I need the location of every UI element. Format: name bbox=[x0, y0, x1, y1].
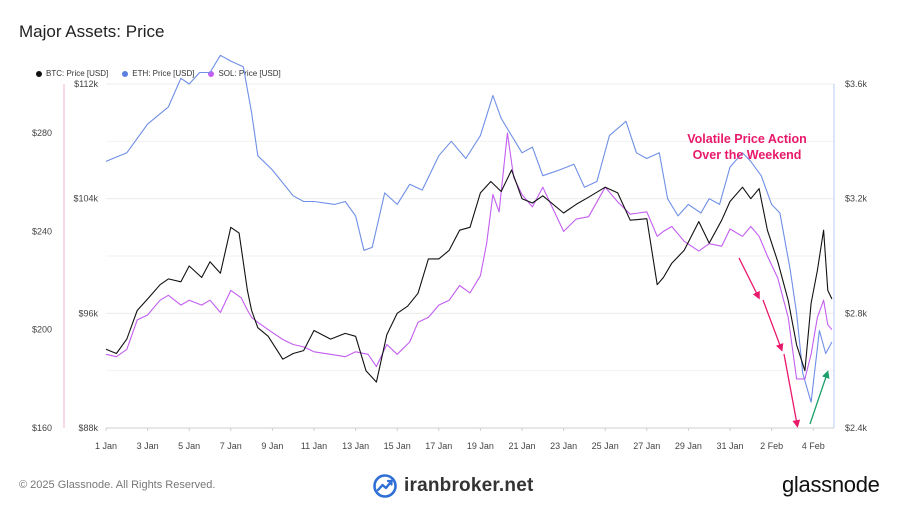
legend-item-eth[interactable]: ETH: Price [USD] bbox=[122, 69, 194, 78]
x-tick-label: 2 Feb bbox=[760, 441, 783, 451]
eth-tick-label: $2.8k bbox=[845, 308, 868, 318]
btc-tick-label: $112k bbox=[74, 79, 98, 89]
legend: BTC: Price [USD] ETH: Price [USD] SOL: P… bbox=[36, 69, 281, 78]
sol-tick-label: $280 bbox=[32, 128, 52, 138]
legend-marker-eth bbox=[122, 70, 129, 77]
x-tick-label: 4 Feb bbox=[802, 441, 825, 451]
x-tick-label: 21 Jan bbox=[508, 441, 535, 451]
annotation-line-1: Volatile Price Action bbox=[687, 132, 807, 146]
sol-tick-label: $240 bbox=[32, 226, 52, 236]
x-tick-label: 11 Jan bbox=[301, 441, 327, 451]
annotation-arrow-down bbox=[783, 353, 801, 428]
x-tick-label: 25 Jan bbox=[592, 441, 619, 451]
legend-marker-sol bbox=[208, 70, 215, 77]
legend-label-sol: SOL: Price [USD] bbox=[218, 69, 281, 78]
legend-item-sol[interactable]: SOL: Price [USD] bbox=[208, 69, 281, 78]
eth-tick-label: $2.4k bbox=[845, 423, 868, 433]
copyright: © 2025 Glassnode. All Rights Reserved. bbox=[19, 479, 216, 491]
sol-tick-label: $200 bbox=[32, 325, 52, 335]
iranbroker-logo-icon bbox=[373, 474, 397, 498]
btc-tick-label: $96k bbox=[78, 308, 98, 318]
x-tick-label: 5 Jan bbox=[178, 441, 200, 451]
annotation-arrow-down bbox=[762, 299, 784, 352]
x-tick-label: 1 Jan bbox=[95, 441, 117, 451]
x-tick-label: 19 Jan bbox=[467, 441, 494, 451]
sol-tick-label: $160 bbox=[32, 423, 52, 433]
annotation: Volatile Price Action Over the Weekend bbox=[672, 131, 822, 163]
x-tick-label: 15 Jan bbox=[384, 441, 411, 451]
x-tick-label: 7 Jan bbox=[220, 441, 242, 451]
chart-title: Major Assets: Price bbox=[19, 22, 165, 41]
x-tick-label: 31 Jan bbox=[716, 441, 743, 451]
x-tick-label: 13 Jan bbox=[342, 441, 369, 451]
x-tick-label: 9 Jan bbox=[261, 441, 283, 451]
eth-tick-label: $3.2k bbox=[845, 194, 868, 204]
legend-label-eth: ETH: Price [USD] bbox=[132, 69, 195, 78]
brand-logo[interactable]: glassnode bbox=[782, 472, 880, 497]
watermark-text: iranbroker.net bbox=[404, 475, 534, 496]
legend-marker-btc bbox=[36, 70, 42, 77]
series-line-sol bbox=[105, 132, 833, 380]
series-line-btc bbox=[105, 169, 833, 383]
btc-tick-label: $88k bbox=[78, 423, 98, 433]
x-tick-label: 23 Jan bbox=[550, 441, 577, 451]
watermark: iranbroker.net bbox=[372, 473, 534, 499]
series-line-eth bbox=[105, 54, 833, 403]
annotation-arrow-down bbox=[738, 257, 760, 300]
btc-tick-label: $104k bbox=[73, 194, 98, 204]
x-tick-label: 17 Jan bbox=[425, 441, 452, 451]
x-tick-label: 3 Jan bbox=[137, 441, 159, 451]
x-tick-label: 29 Jan bbox=[675, 441, 702, 451]
legend-item-btc[interactable]: BTC: Price [USD] bbox=[36, 69, 108, 78]
annotation-line-2: Over the Weekend bbox=[692, 148, 802, 162]
annotation-arrow-up bbox=[809, 370, 830, 425]
x-tick-label: 27 Jan bbox=[633, 441, 660, 451]
eth-tick-label: $3.6k bbox=[845, 79, 868, 89]
legend-label-btc: BTC: Price [USD] bbox=[46, 69, 109, 78]
